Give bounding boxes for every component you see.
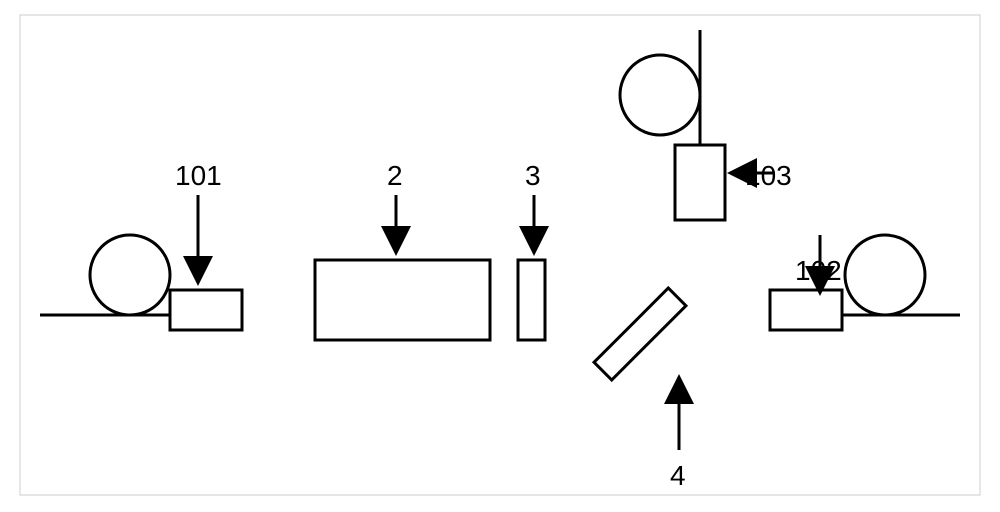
label-l102: 102 (795, 255, 842, 287)
label-l4: 4 (670, 460, 686, 492)
schematic-svg (0, 0, 1000, 512)
label-l101: 101 (175, 160, 222, 192)
label-l2: 2 (387, 160, 403, 192)
label-l103: 103 (745, 160, 792, 192)
label-l3: 3 (525, 160, 541, 192)
